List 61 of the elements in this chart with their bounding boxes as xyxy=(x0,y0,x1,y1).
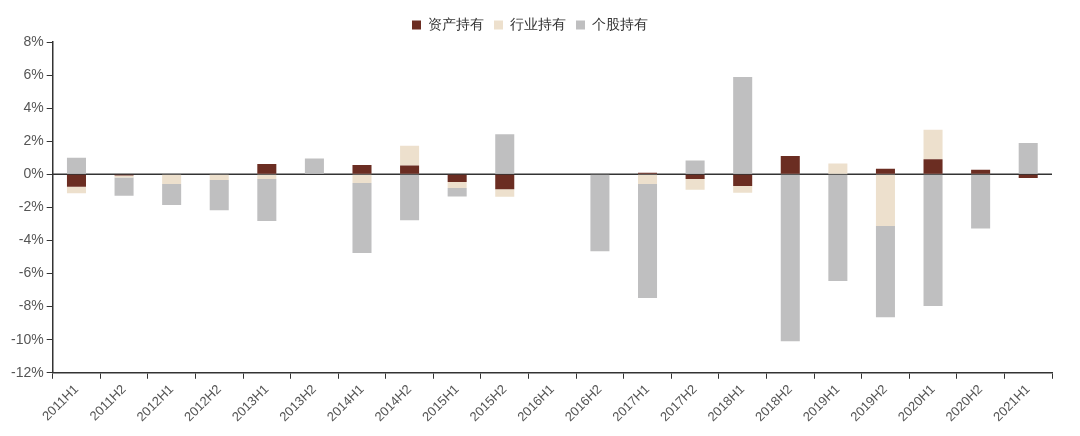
bar xyxy=(780,174,800,342)
bar xyxy=(209,174,229,181)
bar xyxy=(828,163,848,174)
bar xyxy=(400,145,420,166)
bar xyxy=(495,189,515,197)
y-tick-label: -8% xyxy=(18,297,44,314)
bar xyxy=(162,183,182,205)
bar xyxy=(685,174,705,180)
bar xyxy=(400,165,420,174)
bar xyxy=(257,174,277,180)
y-tick-label: 6% xyxy=(23,65,44,82)
bar xyxy=(447,182,467,189)
bar xyxy=(495,134,515,174)
bar xyxy=(733,174,753,187)
bar xyxy=(685,179,705,190)
bar xyxy=(114,177,134,196)
bar xyxy=(1018,174,1038,178)
bar xyxy=(638,183,658,299)
bar xyxy=(733,186,753,193)
legend-label: 资产持有 xyxy=(428,15,484,32)
y-tick-label: -6% xyxy=(18,264,44,281)
y-tick-label: 0% xyxy=(23,165,44,182)
bar xyxy=(352,165,372,174)
bar xyxy=(352,183,372,254)
bar xyxy=(304,158,324,174)
bar xyxy=(495,174,515,190)
bar xyxy=(685,160,705,174)
bar xyxy=(638,174,658,184)
bar xyxy=(447,174,467,183)
y-tick-label: 8% xyxy=(23,32,44,49)
bar xyxy=(780,155,800,174)
y-tick-label: -2% xyxy=(18,198,44,215)
bar xyxy=(923,174,943,307)
bar xyxy=(66,174,86,187)
bar xyxy=(400,174,420,221)
bar xyxy=(828,174,848,281)
bar xyxy=(162,174,182,184)
bar xyxy=(971,169,991,174)
bar xyxy=(1018,143,1038,174)
legend-label: 行业持有 xyxy=(510,15,566,32)
y-tick-label: -4% xyxy=(18,231,44,248)
bar xyxy=(923,129,943,160)
bar xyxy=(875,174,895,226)
bar xyxy=(875,225,895,318)
y-tick-label: -12% xyxy=(11,363,44,380)
bar xyxy=(447,188,467,197)
y-tick-label: -10% xyxy=(11,330,44,347)
bar xyxy=(257,164,277,174)
bar xyxy=(923,159,943,174)
bar xyxy=(590,174,610,252)
bar xyxy=(66,186,86,194)
bar xyxy=(209,180,229,211)
bar xyxy=(971,174,991,229)
y-tick-label: 4% xyxy=(23,99,44,116)
y-tick-label: 2% xyxy=(23,132,44,149)
legend-label: 个股持有 xyxy=(592,15,648,32)
bar xyxy=(257,179,277,222)
bar xyxy=(66,157,86,174)
bar xyxy=(352,174,372,184)
bar xyxy=(733,76,753,174)
bar xyxy=(875,168,895,174)
